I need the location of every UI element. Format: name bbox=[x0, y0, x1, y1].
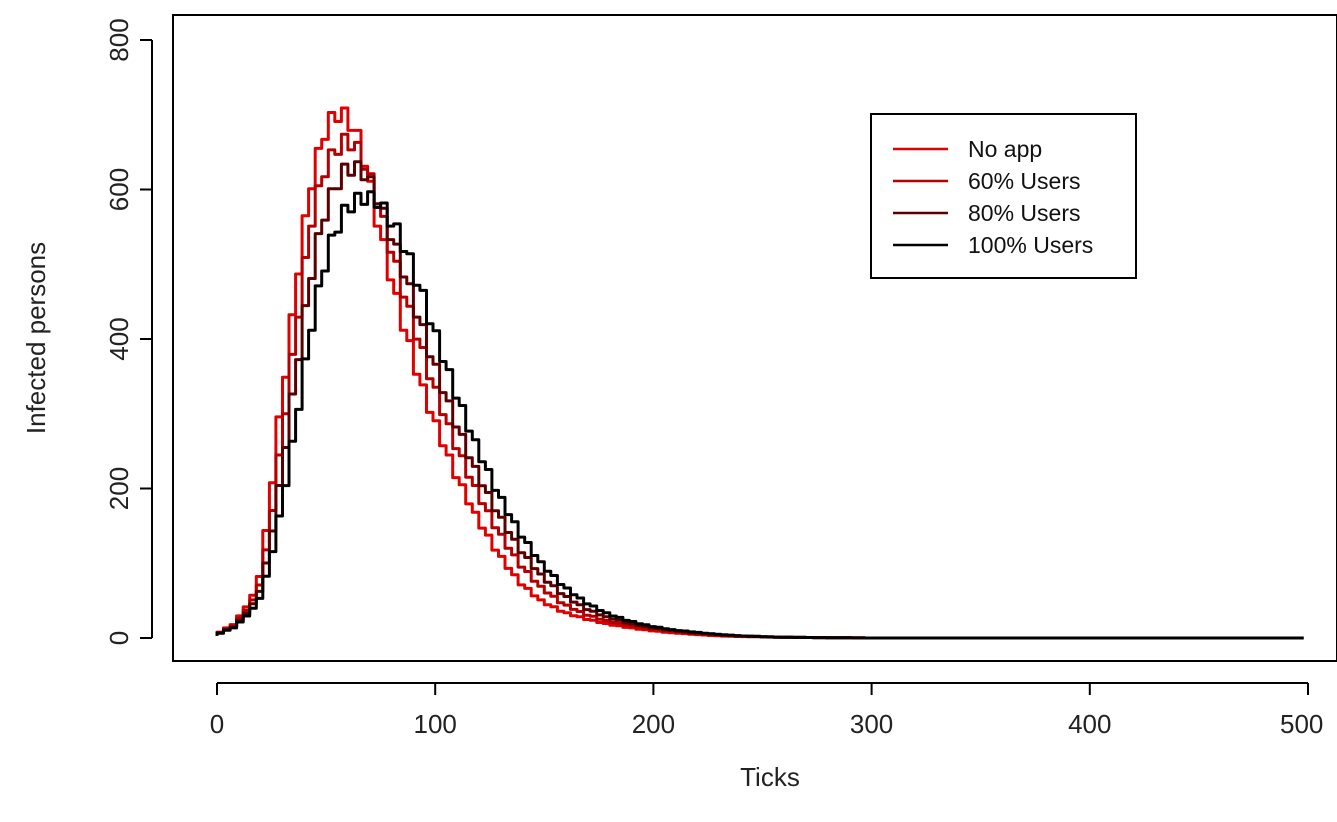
y-tick-label: 600 bbox=[104, 168, 134, 211]
x-tick-label: 500 bbox=[1280, 709, 1323, 739]
legend-label: 100% Users bbox=[968, 232, 1093, 258]
y-axis: 0 200 400 600 800 bbox=[104, 18, 153, 645]
y-tick-label: 800 bbox=[104, 18, 134, 61]
legend-box bbox=[870, 113, 1137, 279]
series-layer bbox=[215, 106, 1304, 640]
series-line-1 bbox=[215, 132, 1304, 640]
y-tick-label: 400 bbox=[104, 317, 134, 360]
x-tick-label: 400 bbox=[1068, 709, 1111, 739]
x-axis: 0 100 200 300 400 500 bbox=[210, 682, 1323, 739]
series-line-3 bbox=[215, 190, 1304, 640]
series-line-0 bbox=[215, 106, 1304, 640]
x-tick-label: 200 bbox=[632, 709, 675, 739]
legend-label: 60% Users bbox=[968, 168, 1080, 194]
y-tick-label: 200 bbox=[104, 467, 134, 510]
x-tick-label: 0 bbox=[210, 709, 224, 739]
y-axis-title: Infected persons bbox=[21, 242, 51, 434]
x-axis-title: Ticks bbox=[740, 762, 800, 792]
y-tick-label: 0 bbox=[104, 631, 134, 645]
legend-label: 80% Users bbox=[968, 200, 1080, 226]
x-tick-label: 100 bbox=[414, 709, 457, 739]
x-tick-label: 300 bbox=[850, 709, 893, 739]
legend-label: No app bbox=[968, 136, 1042, 162]
legend: No app 60% Users 80% Users 100% Users bbox=[870, 113, 1137, 279]
plot-frame bbox=[172, 14, 1337, 662]
